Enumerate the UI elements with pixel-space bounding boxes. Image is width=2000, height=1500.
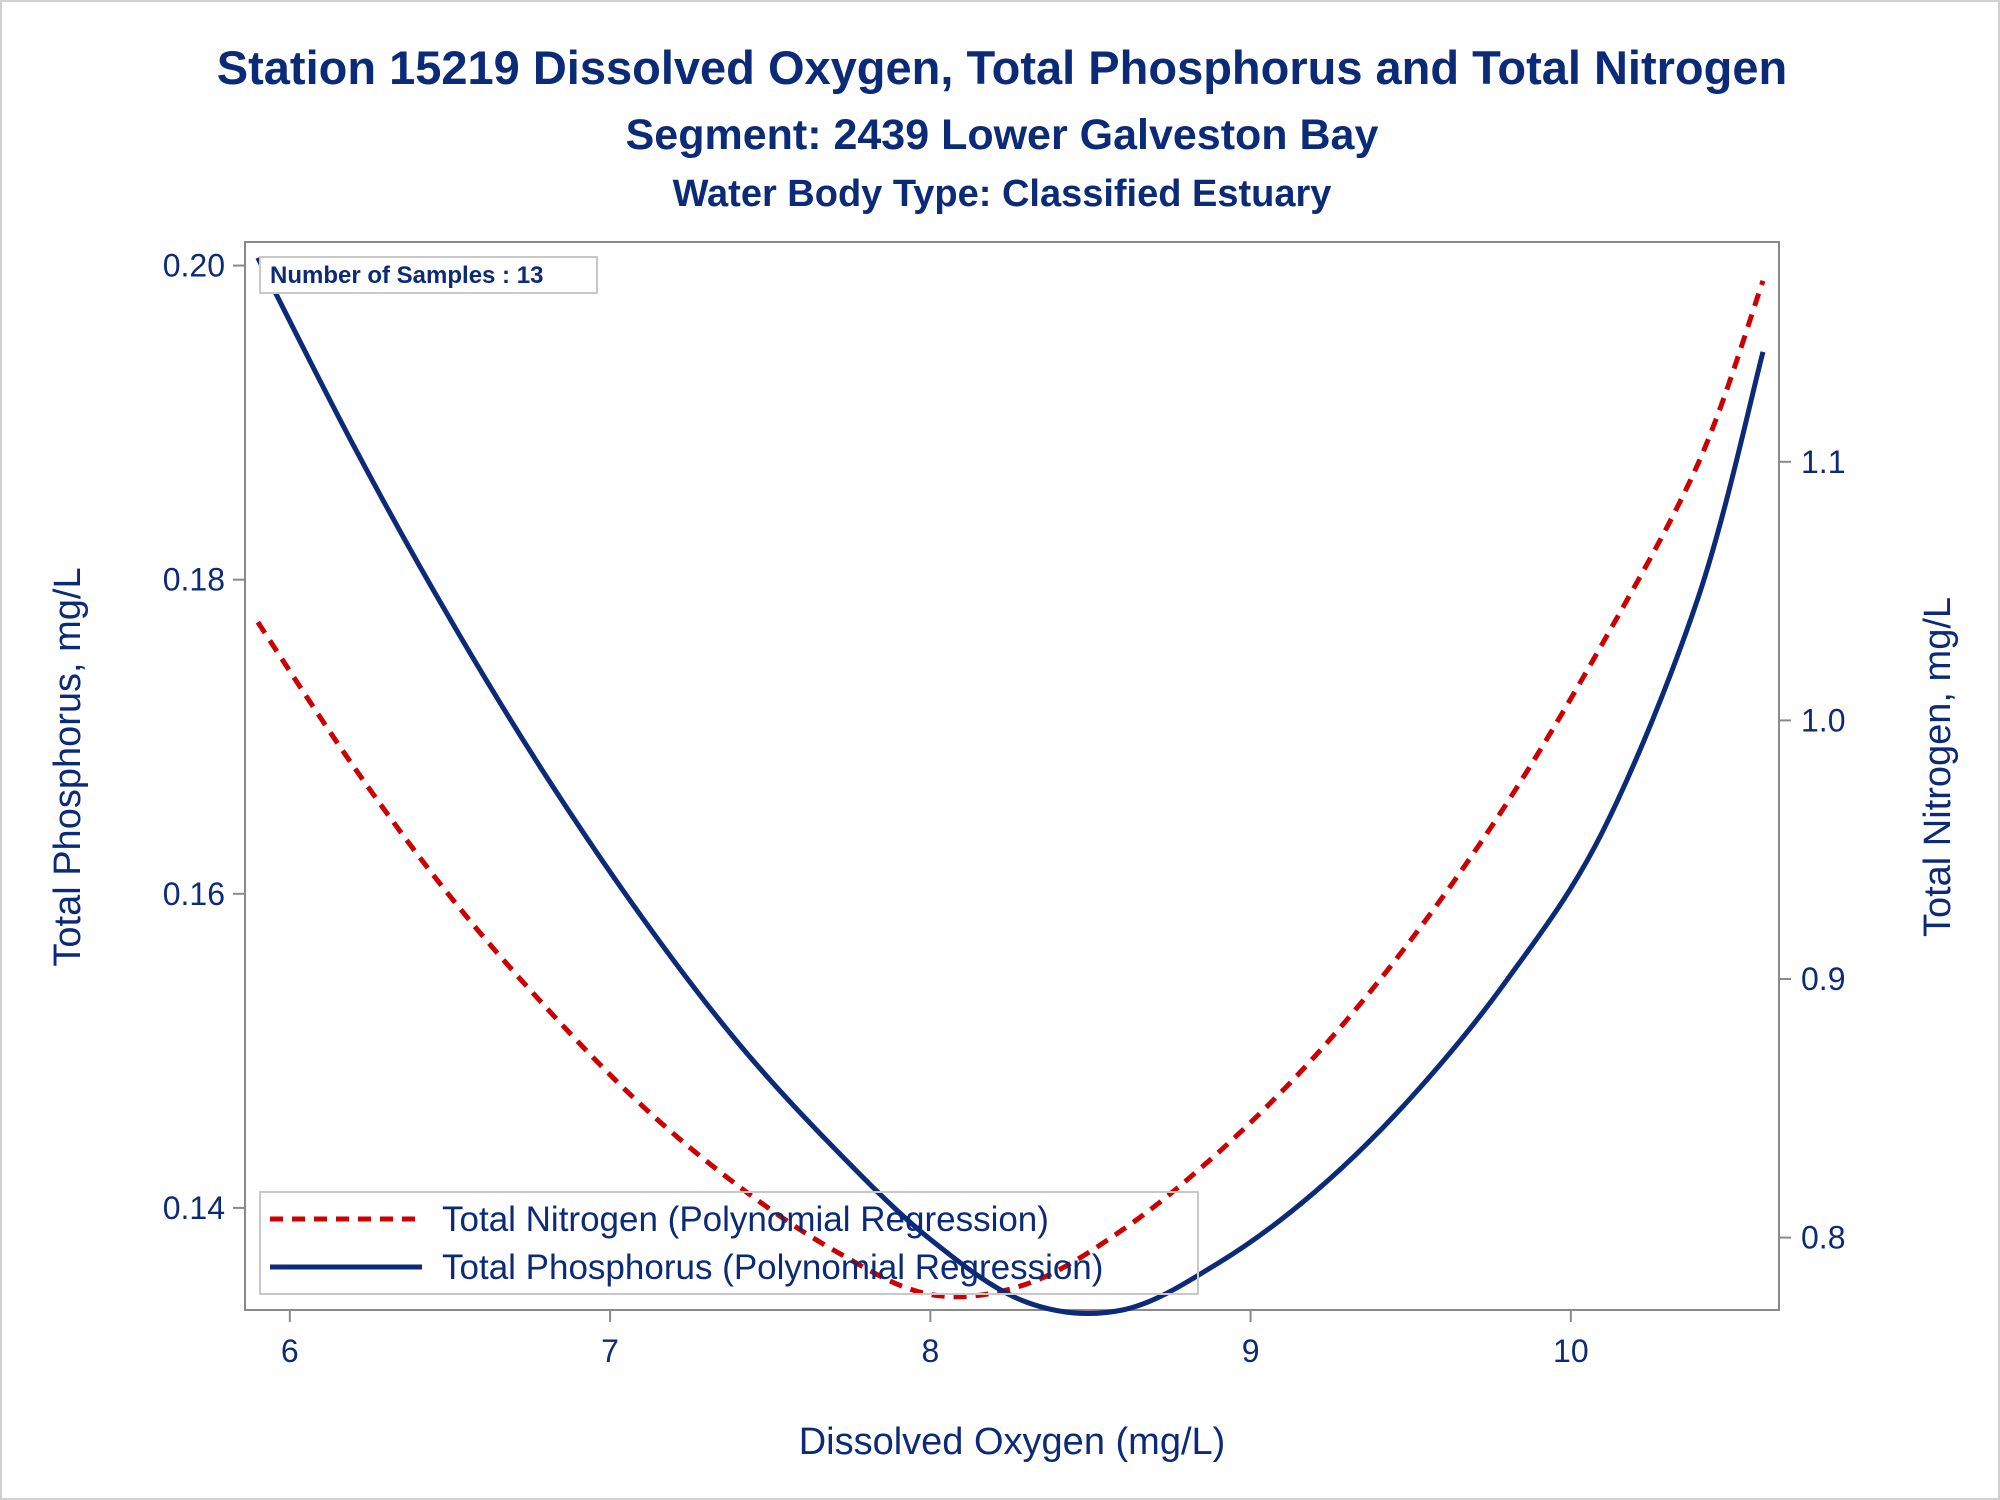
y-axis-ticks: 0.14 0.16 0.18 0.20 xyxy=(163,248,245,1226)
x-tick-label: 9 xyxy=(1242,1333,1260,1369)
legend-label-nitrogen: Total Nitrogen (Polynomial Regression) xyxy=(442,1200,1049,1239)
legend: Total Nitrogen (Polynomial Regression) T… xyxy=(259,1191,1199,1295)
y2-tick-label: 1.1 xyxy=(1801,444,1845,480)
y2-axis-ticks: 0.8 0.9 1.0 1.1 xyxy=(1779,444,1845,1256)
series-layer xyxy=(255,256,1766,1316)
x-axis-label: Dissolved Oxygen (mg/L) xyxy=(799,1421,1226,1463)
x-axis-ticks: 6 7 8 9 10 xyxy=(281,1310,1589,1369)
y-tick-label: 0.18 xyxy=(163,562,225,598)
series-line-phosphorus xyxy=(255,256,1766,1316)
x-tick-label: 7 xyxy=(601,1333,619,1369)
chart-subtitle: Segment: 2439 Lower Galveston Bay xyxy=(626,111,1379,159)
sample-count-box xyxy=(259,256,598,294)
plot-area xyxy=(244,241,1780,1311)
y2-axis-label: Total Nitrogen, mg/L xyxy=(1917,597,1959,937)
y2-tick-label: 0.8 xyxy=(1801,1220,1845,1256)
y-tick-label: 0.20 xyxy=(163,248,225,284)
x-tick-label: 6 xyxy=(281,1333,299,1369)
x-tick-label: 8 xyxy=(921,1333,939,1369)
y-tick-label: 0.16 xyxy=(163,876,225,912)
y-tick-label: 0.14 xyxy=(163,1190,225,1226)
chart-subtitle-2: Water Body Type: Classified Estuary xyxy=(673,173,1332,215)
chart-title: Station 15219 Dissolved Oxygen, Total Ph… xyxy=(217,41,1787,94)
sample-count-annotation: Number of Samples : 13 xyxy=(270,262,543,289)
legend-label-phosphorus: Total Phosphorus (Polynomial Regression) xyxy=(442,1248,1103,1287)
series-line-nitrogen xyxy=(255,279,1766,1300)
x-tick-label: 10 xyxy=(1553,1333,1589,1369)
legend-box xyxy=(259,1191,1199,1295)
y-axis-label: Total Phosphorus, mg/L xyxy=(47,567,89,966)
y2-tick-label: 1.0 xyxy=(1801,702,1845,738)
y2-tick-label: 0.9 xyxy=(1801,961,1845,997)
